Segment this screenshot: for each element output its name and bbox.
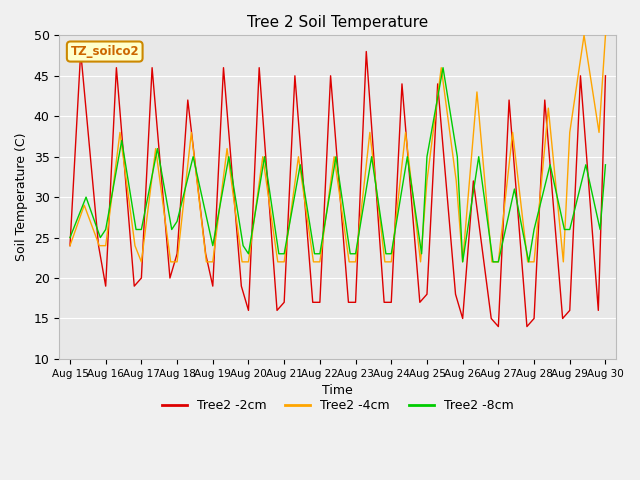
X-axis label: Time: Time — [323, 384, 353, 397]
Title: Tree 2 Soil Temperature: Tree 2 Soil Temperature — [247, 15, 428, 30]
Legend: Tree2 -2cm, Tree2 -4cm, Tree2 -8cm: Tree2 -2cm, Tree2 -4cm, Tree2 -8cm — [157, 395, 518, 418]
Y-axis label: Soil Temperature (C): Soil Temperature (C) — [15, 133, 28, 262]
Text: TZ_soilco2: TZ_soilco2 — [70, 45, 139, 58]
